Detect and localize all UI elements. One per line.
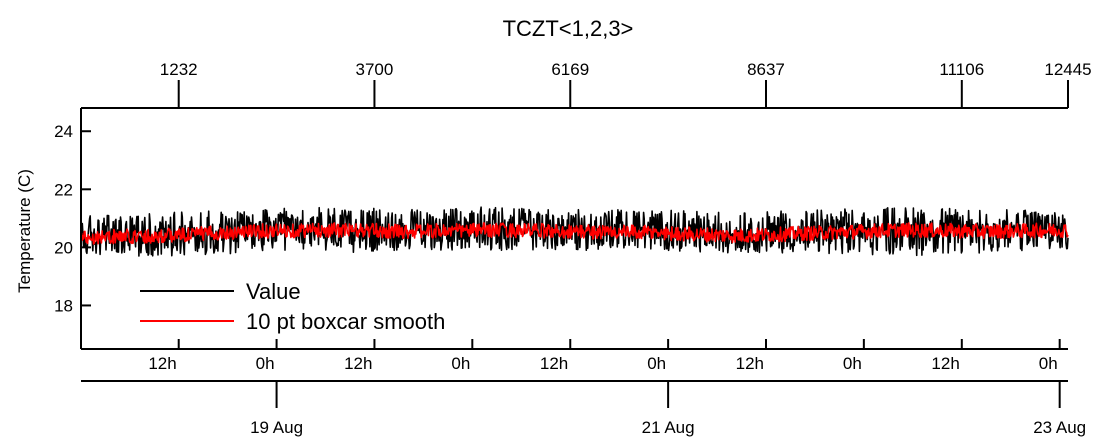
hour-tick-label: 12h [931,354,959,373]
y-axis-label: Temperature (C) [15,169,34,293]
y-tick-label: 22 [54,180,73,199]
top-tick-label: 6169 [551,60,589,79]
hour-tick-label: 0h [843,354,862,373]
y-ticks: 18 20 22 24 [54,122,91,315]
top-tick-label: 11106 [939,60,984,79]
top-axis-ticks: 1232 3700 6169 8637 11106 12445 [160,60,1092,108]
legend-label-value: Value [246,279,301,304]
legend-label-smooth: 10 pt boxcar smooth [246,309,445,334]
chart-title: TCZT<1,2,3> [503,16,634,41]
hour-tick-label: 0h [647,354,666,373]
top-tick-label: 3700 [356,60,394,79]
hour-tick-label: 12h [148,354,176,373]
series-smooth-line [80,222,1069,245]
date-tick-label: 19 Aug [250,418,303,437]
top-tick-label: 12445 [1044,60,1091,79]
hour-tick-label: 12h [736,354,764,373]
legend: Value 10 pt boxcar smooth [140,279,445,334]
date-tick-label: 23 Aug [1033,418,1086,437]
y-tick-label: 20 [54,238,73,257]
hour-axis-ticks: 12h 0h 12h 0h 12h 0h 12h 0h 12h 0h [148,339,1061,373]
y-tick-label: 18 [54,296,73,315]
y-tick-label: 24 [54,122,73,141]
series-layer [80,206,1069,257]
hour-tick-label: 0h [1039,354,1058,373]
date-axis-ticks: 19 Aug 21 Aug 23 Aug [250,381,1086,437]
hour-tick-label: 0h [451,354,470,373]
hour-tick-label: 12h [540,354,568,373]
top-tick-label: 8637 [747,60,785,79]
top-tick-label: 1232 [160,60,198,79]
hour-tick-label: 0h [256,354,275,373]
hour-tick-label: 12h [344,354,372,373]
date-tick-label: 21 Aug [642,418,695,437]
